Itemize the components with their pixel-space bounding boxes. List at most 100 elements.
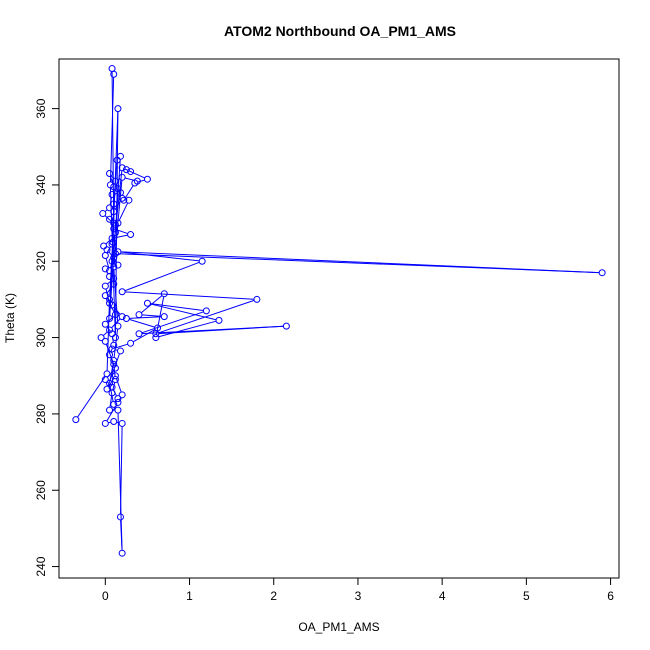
- x-tick-label: 0: [102, 589, 109, 603]
- data-point: [114, 248, 122, 256]
- series-line-segment: [141, 311, 204, 334]
- data-point: [101, 282, 109, 290]
- series-line-segment: [111, 170, 123, 259]
- series-line-segment: [117, 413, 123, 551]
- data-point: [127, 339, 135, 347]
- data-point: [114, 395, 122, 403]
- series-line-segment: [108, 251, 113, 256]
- data-point: [106, 169, 114, 177]
- data-point: [97, 334, 105, 342]
- data-point: [110, 208, 118, 216]
- series-line-segment: [102, 331, 108, 336]
- data-point: [106, 181, 114, 189]
- data-point: [133, 177, 141, 185]
- data-point: [135, 330, 143, 338]
- data-series: [72, 65, 606, 557]
- data-point: [118, 194, 126, 202]
- data-point: [113, 156, 121, 164]
- series-line-segment: [111, 71, 115, 221]
- y-tick-label: 360: [34, 98, 48, 118]
- data-point: [110, 200, 118, 208]
- series-line-segment: [105, 258, 110, 269]
- series-line-segment: [125, 291, 254, 300]
- data-point: [110, 253, 118, 261]
- data-point: [100, 242, 108, 250]
- x-tick-label: 6: [607, 589, 614, 603]
- series-line-segment: [158, 299, 255, 334]
- series-line-segment: [105, 288, 110, 301]
- data-point: [111, 221, 119, 229]
- data-point: [101, 376, 109, 384]
- series-line-segment: [132, 329, 156, 343]
- chart-title: ATOM2 Northbound OA_PM1_AMS: [224, 23, 456, 39]
- series-line-segment: [105, 240, 111, 245]
- data-point: [106, 267, 114, 275]
- data-point: [118, 313, 126, 321]
- data-point: [114, 322, 122, 330]
- y-tick-label: 340: [34, 175, 48, 195]
- series-line-segment: [150, 303, 204, 311]
- data-point: [154, 324, 162, 332]
- data-point: [160, 313, 168, 321]
- data-point: [253, 295, 261, 303]
- data-point: [101, 265, 109, 273]
- data-point: [111, 364, 119, 372]
- series-line-segment: [112, 382, 116, 391]
- data-point: [114, 185, 122, 193]
- series-line-segment: [106, 381, 111, 386]
- data-point: [111, 372, 119, 380]
- data-point: [160, 290, 168, 298]
- data-point: [106, 406, 114, 414]
- data-point: [101, 320, 109, 328]
- data-point: [120, 196, 128, 204]
- y-axis-label: Theta (K): [3, 293, 17, 343]
- x-axis: 0 1 2 3 4 5 6: [102, 577, 614, 603]
- data-point: [114, 105, 122, 113]
- data-point: [106, 299, 114, 307]
- data-point: [111, 311, 119, 319]
- y-axis: 240 260 280 300 320 340 360: [34, 98, 60, 577]
- data-point: [108, 345, 116, 353]
- x-tick-label: 3: [355, 589, 362, 603]
- series-line-segment: [114, 343, 128, 349]
- data-point: [111, 229, 119, 237]
- y-tick-label: 280: [34, 404, 48, 424]
- data-point: [101, 292, 109, 300]
- data-point: [114, 398, 122, 406]
- series-line-segment: [109, 386, 114, 402]
- data-point: [202, 307, 210, 315]
- series-line-segment: [141, 314, 162, 317]
- series-line-segment: [116, 229, 128, 235]
- series-line-segment: [118, 202, 129, 221]
- x-tick-label: 4: [439, 589, 446, 603]
- data-point: [118, 391, 126, 399]
- series-line-segment: [106, 286, 113, 294]
- series-line-segment: [120, 251, 200, 262]
- y-tick-label: 300: [34, 327, 48, 347]
- data-point: [122, 166, 130, 174]
- data-point: [114, 406, 122, 414]
- y-tick-label: 260: [34, 480, 48, 500]
- data-point: [110, 400, 118, 408]
- series-line-segment: [155, 296, 165, 335]
- data-point: [108, 190, 116, 198]
- series-line-segment: [110, 175, 114, 180]
- series-line-segment: [129, 318, 155, 328]
- data-point: [72, 416, 80, 424]
- data-point: [101, 252, 109, 260]
- data-point: [152, 334, 160, 342]
- data-point: [111, 376, 119, 384]
- data-point: [110, 356, 118, 364]
- series-line-segment: [124, 261, 200, 292]
- data-point: [598, 269, 606, 277]
- x-axis-label: OA_PM1_AMS: [298, 620, 379, 634]
- series-line-segment: [129, 316, 162, 319]
- series-line-segment: [111, 318, 121, 329]
- series-line-segment: [110, 347, 113, 353]
- data-point: [118, 549, 126, 557]
- x-tick-label: 2: [270, 589, 277, 603]
- series-line-segment: [158, 320, 217, 338]
- data-point: [118, 419, 126, 427]
